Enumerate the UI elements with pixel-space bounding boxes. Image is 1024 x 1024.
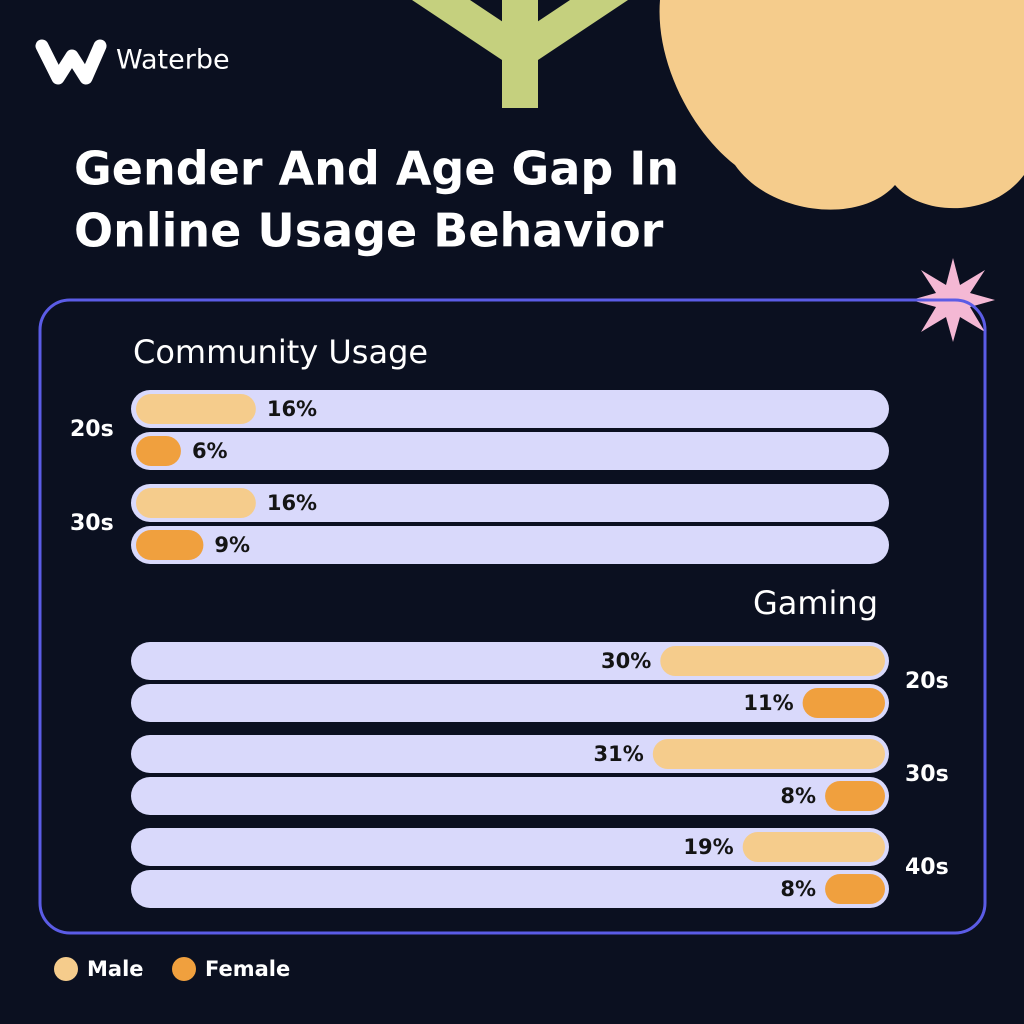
bar <box>742 832 885 862</box>
bar <box>136 394 256 424</box>
category-label: 20s <box>905 669 949 694</box>
panel-border <box>38 298 987 935</box>
bar <box>652 739 885 769</box>
bar <box>136 488 256 518</box>
brand-name: Waterbe <box>116 45 230 76</box>
bar <box>136 530 204 560</box>
bar-track <box>131 777 889 815</box>
value-label: 6% <box>192 439 228 463</box>
value-label: 16% <box>267 491 317 515</box>
category-label: 40s <box>905 855 949 880</box>
bar <box>825 781 885 811</box>
chart-title: Community Usage <box>133 333 428 371</box>
bar <box>136 436 181 466</box>
main-title: Online Usage Behavior <box>74 204 664 258</box>
value-label: 16% <box>267 397 317 421</box>
bar-track <box>131 390 889 428</box>
legend: Male Female <box>54 957 290 981</box>
bar-track <box>131 484 889 522</box>
category-label: 30s <box>70 511 114 536</box>
category-label: 20s <box>70 417 114 442</box>
bar-track <box>131 526 889 564</box>
main-title: Gender And Age Gap In <box>74 142 679 196</box>
value-label: 31% <box>594 742 644 766</box>
bar <box>825 874 885 904</box>
bar-track <box>131 432 889 470</box>
legend-label: Male <box>87 957 144 981</box>
blob-decoration <box>659 0 1024 210</box>
bar <box>660 646 885 676</box>
value-label: 30% <box>601 649 651 673</box>
chart-title: Gaming <box>753 584 878 622</box>
legend-label: Female <box>205 957 290 981</box>
bar-track <box>131 870 889 908</box>
bar-track <box>131 684 889 722</box>
bar <box>802 688 885 718</box>
legend-swatch <box>54 957 78 981</box>
value-label: 8% <box>780 784 816 808</box>
value-label: 9% <box>214 533 250 557</box>
value-label: 19% <box>683 835 733 859</box>
asterisk-decoration <box>412 0 628 108</box>
category-label: 30s <box>905 762 949 787</box>
value-label: 8% <box>780 877 816 901</box>
legend-swatch <box>172 957 196 981</box>
bar-track <box>131 828 889 866</box>
value-label: 11% <box>743 691 793 715</box>
brand-logo <box>35 39 107 85</box>
bar-charts: 20s 16% 6% 30s 16% 9% 20s 30% 11% 30s 31% 8% 40s 19% 8… <box>70 390 949 908</box>
